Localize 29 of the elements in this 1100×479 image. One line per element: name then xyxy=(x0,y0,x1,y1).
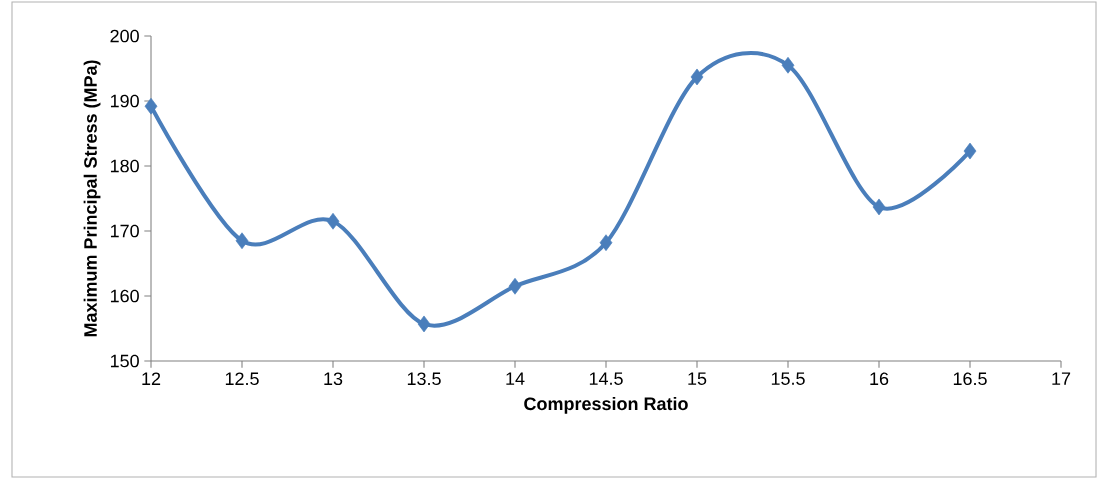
y-tick-label: 200 xyxy=(110,29,139,43)
point xyxy=(508,277,522,295)
x-tick-label: 13.5 xyxy=(407,372,441,386)
y-tick-label: 170 xyxy=(110,224,139,238)
point xyxy=(599,234,613,252)
point xyxy=(326,212,340,230)
x-tick-label: 15 xyxy=(688,372,707,385)
x-tick-label: 15.5 xyxy=(771,372,805,385)
x-tick-label: 17 xyxy=(1052,372,1071,385)
y-tick-label: 180 xyxy=(110,159,139,173)
point xyxy=(144,97,158,115)
y-tick-label: 150 xyxy=(110,354,139,368)
y-axis-title: Maximum Principal Stress (MPa) xyxy=(83,60,101,337)
point xyxy=(781,56,795,74)
point xyxy=(963,142,977,160)
x-tick-label: 14 xyxy=(506,372,525,385)
x-tick-label: 12 xyxy=(142,372,161,385)
x-tick-label: 16 xyxy=(870,372,889,386)
point xyxy=(690,68,704,86)
x-tick-label: 13 xyxy=(324,372,343,386)
point xyxy=(872,198,886,216)
x-tick-label: 14.5 xyxy=(589,372,623,385)
y-tick-label: 190 xyxy=(110,94,139,108)
x-axis-title: Compression Ratio xyxy=(524,396,688,414)
x-tick-label: 16.5 xyxy=(953,372,987,386)
point xyxy=(417,315,431,333)
y-tick-label: 160 xyxy=(110,289,139,303)
point xyxy=(235,232,249,250)
x-tick-label: 12.5 xyxy=(225,372,259,386)
